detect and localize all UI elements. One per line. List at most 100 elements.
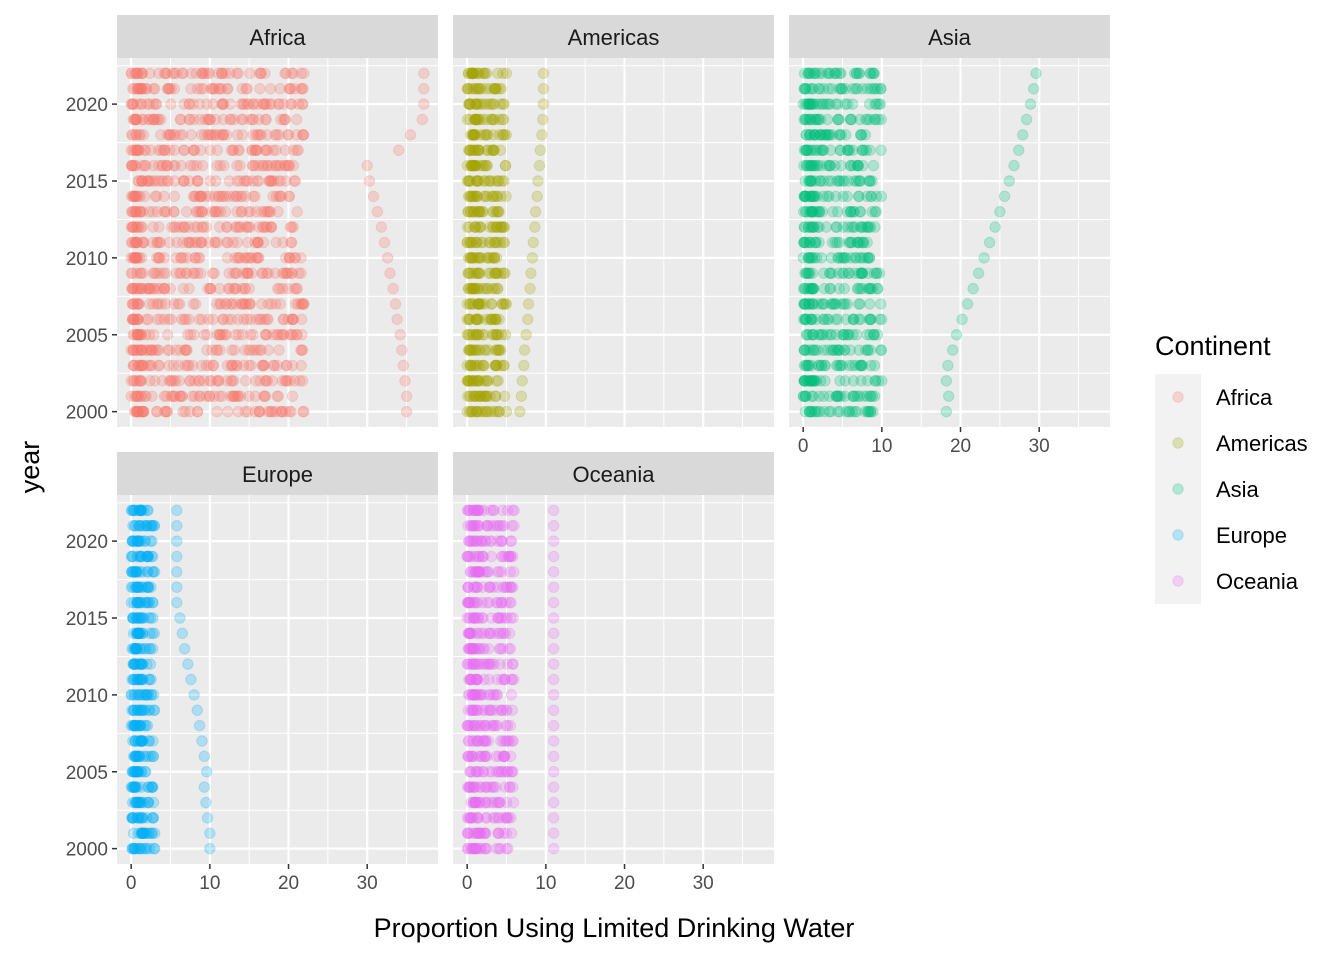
data-point [274,83,286,95]
data-point [500,190,512,203]
data-point [143,206,155,218]
data-point [259,221,272,233]
data-point [244,344,257,356]
data-point [174,390,186,402]
data-point [835,359,847,372]
data-point [548,781,560,793]
data-point [137,405,149,418]
data-point [189,236,202,249]
data-point [865,390,877,402]
data-point [239,405,251,418]
data-point [834,144,846,156]
data-point [183,221,195,233]
data-point [154,252,166,264]
data-point [188,375,200,387]
data-point [223,175,236,187]
data-point [481,252,494,264]
data-point [274,405,287,418]
data-point [195,359,208,372]
data-point [146,359,158,372]
data-point [815,252,828,264]
data-point [295,359,307,372]
x-tick-label: 30 [1029,436,1050,457]
data-point [816,67,828,80]
data-point [168,190,181,203]
data-point [211,329,224,341]
data-point [867,329,880,341]
data-point [277,282,289,295]
data-point [235,206,247,218]
data-point [217,313,229,326]
data-point [265,298,278,310]
data-point [855,221,867,233]
data-point [489,812,501,824]
data-point [127,298,140,310]
data-point [171,236,183,249]
data-point [227,390,240,402]
strip-label-americas: Americas [568,25,660,50]
data-point [167,159,180,172]
data-point [940,405,953,418]
data-point [204,390,216,402]
data-point [127,313,139,326]
data-point [244,298,256,310]
data-point [161,329,174,341]
x-tick-label: 10 [871,436,892,457]
data-point [193,390,205,402]
data-point [227,390,239,402]
data-point [232,67,244,80]
data-point [239,298,251,310]
data-point [142,796,154,809]
data-point [200,766,213,778]
data-point [176,221,189,233]
data-point [162,175,174,187]
data-point [822,344,834,356]
data-point [157,267,170,279]
data-point [254,83,266,95]
data-point [168,206,180,218]
data-point [130,405,142,418]
data-point [130,221,143,233]
data-point [195,190,207,203]
data-point [800,390,812,402]
data-point [273,190,285,203]
data-point [287,221,299,233]
data-point [262,313,274,326]
data-point [838,329,850,341]
data-point [163,236,176,249]
data-point [131,298,143,310]
data-point [142,313,154,326]
data-point [244,298,256,310]
data-point [128,375,141,387]
data-point [156,159,168,172]
data-point [850,329,863,341]
data-point [222,236,234,249]
data-point [838,175,850,187]
data-point [153,359,166,372]
data-point [875,298,887,310]
data-point [217,190,230,203]
data-point [151,236,163,249]
data-point [268,359,280,372]
data-point [130,206,142,218]
data-point [136,175,148,187]
data-point [387,282,399,295]
data-point [504,719,517,732]
data-point [208,83,220,95]
data-point [832,405,844,418]
data-point [266,175,278,187]
data-point [258,390,271,402]
data-point [126,282,139,295]
data-point [144,144,157,156]
data-point [172,298,184,310]
data-point [212,375,225,387]
data-point [176,627,189,640]
data-point [191,221,203,233]
data-point [125,550,137,563]
data-point [221,359,234,372]
data-point [280,359,292,372]
data-point [863,252,876,264]
data-point [189,390,201,402]
data-point [151,252,163,264]
data-point [197,221,210,233]
